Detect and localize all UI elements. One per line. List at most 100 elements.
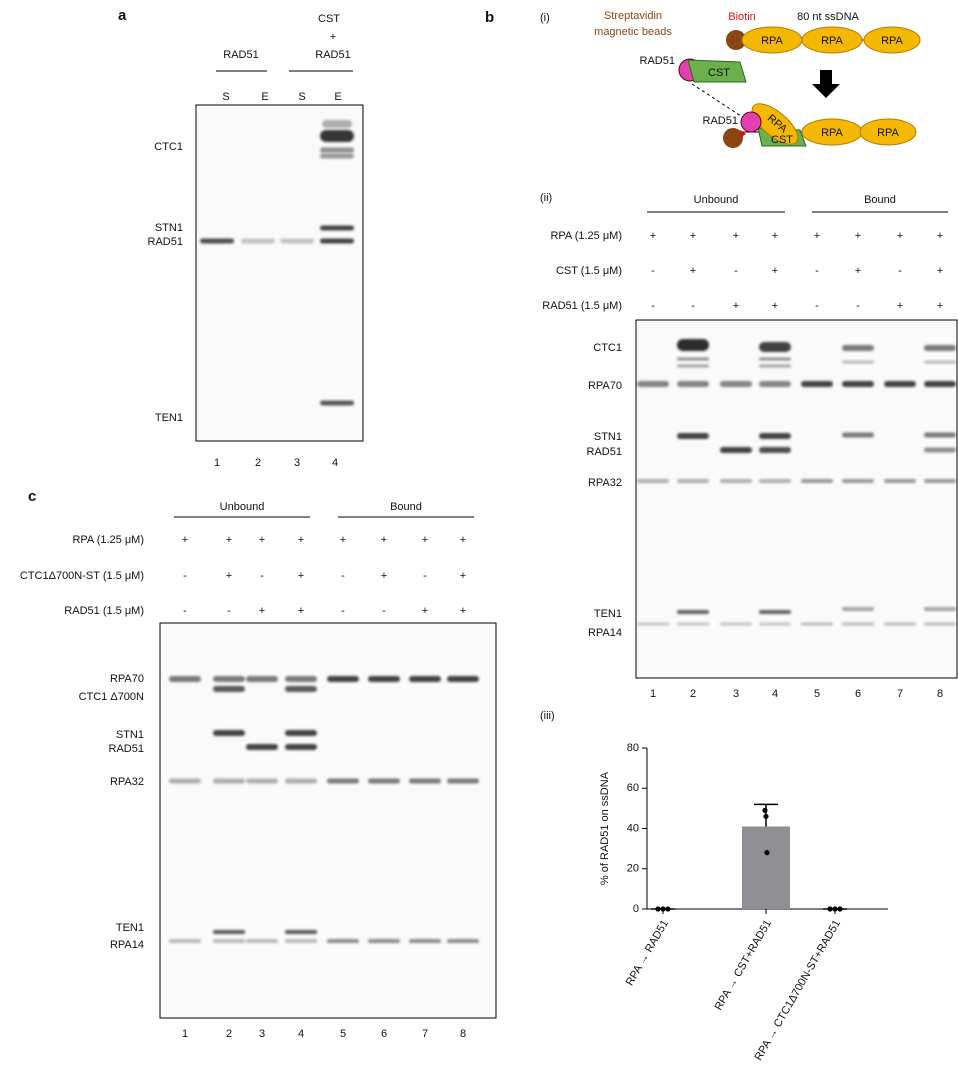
data-point bbox=[762, 808, 767, 813]
gel-band bbox=[285, 744, 317, 750]
gel-band bbox=[842, 607, 874, 611]
gel-band bbox=[801, 623, 833, 626]
gel-band bbox=[246, 676, 278, 682]
data-point bbox=[665, 906, 670, 911]
label: RPA bbox=[877, 127, 899, 139]
label: + bbox=[772, 230, 778, 242]
data-point bbox=[837, 906, 842, 911]
gel-band bbox=[924, 381, 956, 387]
label: 3 bbox=[294, 457, 300, 469]
bar bbox=[742, 826, 790, 909]
gel-band bbox=[200, 239, 234, 244]
label: - bbox=[651, 265, 655, 277]
gel-band bbox=[924, 607, 956, 611]
label: + bbox=[897, 300, 903, 312]
label: + bbox=[226, 570, 232, 582]
label: magnetic beads bbox=[594, 26, 672, 38]
label: RPA bbox=[821, 35, 843, 47]
gel-band bbox=[213, 930, 245, 934]
label: - bbox=[423, 570, 427, 582]
gel-band bbox=[285, 730, 317, 736]
label: + bbox=[259, 605, 265, 617]
data-point bbox=[827, 906, 832, 911]
label: 3 bbox=[259, 1028, 265, 1040]
label: - bbox=[341, 605, 345, 617]
gel-band bbox=[637, 623, 669, 626]
gel-band bbox=[677, 381, 709, 387]
label: CST (1.5 μM) bbox=[556, 265, 622, 277]
gel-band bbox=[447, 779, 479, 784]
gel-band bbox=[320, 130, 354, 142]
label: CST bbox=[771, 134, 793, 146]
label: + bbox=[226, 534, 232, 546]
label: + bbox=[690, 265, 696, 277]
label: + bbox=[330, 31, 336, 43]
label: RAD51 (1.5 μM) bbox=[64, 605, 144, 617]
label: CST bbox=[708, 67, 730, 79]
label: - bbox=[183, 605, 187, 617]
label: 7 bbox=[422, 1028, 428, 1040]
label: STN1 bbox=[116, 729, 144, 741]
label: 5 bbox=[814, 688, 820, 700]
label: RAD51 bbox=[587, 446, 622, 458]
label: RPA14 bbox=[588, 627, 622, 639]
gel-band bbox=[720, 479, 752, 483]
gel-band bbox=[924, 623, 956, 626]
gel-band bbox=[759, 365, 791, 368]
label: CTC1 Δ700N bbox=[79, 691, 144, 703]
label: - bbox=[734, 265, 738, 277]
label: 80 nt ssDNA bbox=[797, 11, 859, 23]
label: RAD51 bbox=[148, 236, 183, 248]
label: + bbox=[182, 534, 188, 546]
label: RAD51 bbox=[223, 49, 258, 61]
y-tick-label: 20 bbox=[627, 863, 639, 875]
label: - bbox=[815, 265, 819, 277]
y-tick-label: 80 bbox=[627, 742, 639, 754]
gel-band bbox=[842, 433, 874, 438]
y-tick-label: 40 bbox=[627, 822, 639, 834]
figure: Streptavidin magnetic beads Biotin 80 nt… bbox=[0, 0, 958, 1071]
x-tick-label: RPA → CST+RAD51 bbox=[713, 918, 774, 1013]
label: 4 bbox=[332, 457, 338, 469]
label: + bbox=[937, 265, 943, 277]
label: + bbox=[422, 534, 428, 546]
label: Unbound bbox=[694, 194, 739, 206]
gel-band bbox=[720, 623, 752, 626]
gel-band bbox=[759, 610, 791, 614]
label: S bbox=[298, 91, 305, 103]
gel-band bbox=[285, 779, 317, 784]
gel-band bbox=[285, 676, 317, 682]
label: - bbox=[183, 570, 187, 582]
gel-band bbox=[677, 365, 709, 368]
label: - bbox=[260, 570, 264, 582]
gel-band bbox=[801, 479, 833, 483]
gel-band bbox=[842, 345, 874, 351]
gel-band bbox=[409, 939, 441, 943]
gel-band bbox=[759, 623, 791, 626]
gel-band bbox=[213, 676, 245, 682]
label: b bbox=[485, 9, 494, 26]
label: STN1 bbox=[594, 431, 622, 443]
gel-band bbox=[884, 623, 916, 626]
label: (i) bbox=[540, 12, 550, 24]
label: 2 bbox=[255, 457, 261, 469]
label: 4 bbox=[772, 688, 778, 700]
label: RPA bbox=[821, 127, 843, 139]
label: + bbox=[937, 300, 943, 312]
gel-band bbox=[677, 610, 709, 614]
label: - bbox=[341, 570, 345, 582]
label: + bbox=[897, 230, 903, 242]
x-tick-label: RPA → CTC1Δ700N-ST+RAD51 bbox=[753, 918, 844, 1063]
label: - bbox=[651, 300, 655, 312]
label: + bbox=[937, 230, 943, 242]
label: TEN1 bbox=[116, 922, 144, 934]
label: + bbox=[772, 300, 778, 312]
gel-band bbox=[285, 686, 317, 692]
gel-band bbox=[842, 623, 874, 626]
label: RAD51 bbox=[640, 55, 675, 67]
gel-band bbox=[637, 479, 669, 483]
gel-band bbox=[320, 154, 354, 159]
gel-band bbox=[759, 433, 791, 439]
label: + bbox=[650, 230, 656, 242]
label: S bbox=[222, 91, 229, 103]
